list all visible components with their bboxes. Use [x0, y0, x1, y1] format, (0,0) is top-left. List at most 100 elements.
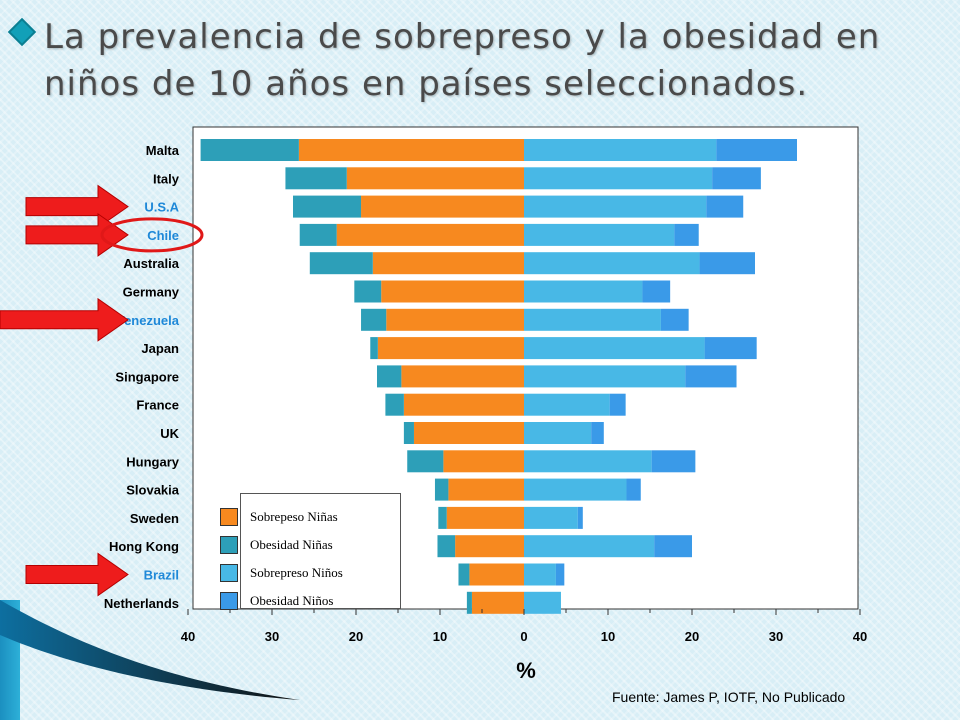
bar-sobrepeso-ninos: [524, 365, 686, 388]
bar-obesidad-ninos: [699, 252, 755, 275]
x-axis-label: %: [516, 658, 536, 683]
bar-obesidad-ninos: [704, 337, 757, 360]
bars-group: [200, 139, 797, 614]
bar-obesidad-ninas: [458, 563, 470, 586]
legend-swatch: [220, 536, 238, 554]
bar-obesidad-ninos: [591, 422, 604, 444]
red-arrow-icon: [25, 212, 129, 257]
bar-obesidad-ninas: [309, 252, 373, 275]
highlight-circle: [100, 217, 204, 253]
title-line-1: La prevalencia de sobrepreso y la obesid…: [44, 17, 881, 57]
red-arrow-icon: [25, 552, 129, 597]
bar-obesidad-ninas: [293, 195, 362, 218]
category-label: Venezuela: [116, 313, 180, 328]
x-tick-label: 40: [181, 629, 195, 644]
category-label: Hungary: [126, 454, 180, 469]
bar-sobrepeso-ninos: [524, 535, 655, 558]
bar-sobrepeso-ninos: [524, 591, 561, 614]
bar-sobrepeso-ninos: [524, 506, 578, 529]
category-label: UK: [160, 426, 179, 441]
bar-sobrepeso-ninos: [524, 563, 556, 586]
bar-obesidad-ninas: [354, 280, 382, 303]
bar-obesidad-ninas: [200, 139, 299, 161]
bar-obesidad-ninas: [385, 393, 404, 416]
legend-swatch: [220, 564, 238, 582]
bar-obesidad-ninos: [654, 535, 692, 558]
bar-sobrepeso-ninos: [524, 337, 705, 360]
bar-sobrepeso-ninas: [471, 591, 524, 614]
decorative-swoosh: [0, 600, 300, 700]
bar-sobrepeso-ninas: [298, 139, 524, 161]
bar-obesidad-ninos: [626, 478, 641, 501]
bar-sobrepeso-ninas: [443, 450, 524, 473]
bar-obesidad-ninos: [577, 506, 583, 529]
bar-obesidad-ninos: [609, 393, 626, 416]
bar-sobrepeso-ninos: [524, 195, 707, 218]
legend-label: Sobrepreso Niños: [250, 565, 343, 580]
bar-obesidad-ninas: [434, 478, 449, 501]
category-label: Brazil: [144, 568, 179, 583]
bar-sobrepeso-ninos: [524, 308, 661, 331]
legend-item: Obesidad Niños: [206, 592, 401, 610]
bar-obesidad-ninas: [299, 223, 337, 246]
annotation-arrows: [0, 184, 204, 597]
legend-frame: [240, 493, 401, 609]
bar-obesidad-ninas: [437, 535, 456, 558]
bar-sobrepeso-ninas: [446, 506, 524, 529]
bar-sobrepeso-ninos: [524, 139, 717, 161]
bar-obesidad-ninos: [685, 365, 737, 388]
category-label: U.S.A: [144, 200, 179, 215]
legend-label: Obesidad Niñas: [250, 537, 333, 552]
bar-obesidad-ninos: [712, 167, 761, 190]
bar-sobrepeso-ninas: [386, 308, 524, 331]
bar-obesidad-ninos: [716, 139, 797, 161]
legend-item: Obesidad Niñas: [206, 536, 401, 554]
category-label: Japan: [141, 341, 179, 356]
bar-obesidad-ninos: [660, 308, 689, 331]
x-tick-label: 20: [685, 629, 699, 644]
category-label: Hong Kong: [109, 539, 179, 554]
title-line-2: niños de 10 años en países seleccionados…: [44, 64, 809, 104]
legend-label: Obesidad Niños: [250, 593, 334, 608]
bar-sobrepeso-ninas: [346, 167, 524, 190]
bar-obesidad-ninas: [407, 450, 444, 473]
category-labels: Malta Italy U.S.A Chile Australia Germany Vene…: [104, 143, 180, 611]
bar-sobrepeso-ninas: [377, 337, 524, 360]
bar-sobrepeso-ninos: [524, 167, 713, 190]
bar-obesidad-ninas: [466, 591, 472, 614]
legend-item: Sobrepreso Niños: [206, 564, 401, 582]
x-tick-label: 10: [601, 629, 615, 644]
bar-sobrepeso-ninas: [361, 195, 524, 218]
bar-sobrepeso-ninos: [524, 252, 700, 275]
x-axis: 40 30 20 10 0 10 20 30 40: [181, 609, 867, 644]
legend-label: Sobrepeso Niñas: [250, 509, 338, 524]
category-label: Singapore: [115, 369, 179, 384]
bar-obesidad-ninos: [642, 280, 671, 303]
bar-obesidad-ninas: [370, 337, 378, 360]
x-tick-label: 10: [433, 629, 447, 644]
bar-obesidad-ninas: [285, 167, 347, 190]
source-note: Fuente: James P, IOTF, No Publicado: [612, 689, 846, 705]
category-label: Malta: [146, 143, 180, 158]
bar-sobrepeso-ninas: [469, 563, 524, 586]
bar-sobrepeso-ninas: [413, 422, 524, 444]
bar-obesidad-ninos: [706, 195, 744, 218]
bar-obesidad-ninos: [674, 223, 699, 246]
bar-sobrepeso-ninas: [336, 223, 524, 246]
category-label: France: [136, 398, 179, 413]
category-label: Slovakia: [126, 483, 180, 498]
x-tick-label: 30: [769, 629, 783, 644]
red-arrow-icon: [0, 297, 129, 342]
slide-title: La prevalencia de sobrepreso y la obesid…: [44, 14, 944, 108]
category-label: Australia: [123, 256, 179, 271]
legend-swatch: [220, 508, 238, 526]
category-label: Italy: [153, 171, 180, 186]
bar-obesidad-ninas: [438, 506, 447, 529]
bar-sobrepeso-ninas: [403, 393, 524, 416]
legend: Sobrepeso Niñas Obesidad Niñas Sobrepres…: [206, 493, 401, 610]
bar-obesidad-ninos: [555, 563, 565, 586]
category-label: Germany: [123, 285, 180, 300]
bar-sobrepeso-ninas: [372, 252, 524, 275]
category-label: Sweden: [130, 511, 179, 526]
